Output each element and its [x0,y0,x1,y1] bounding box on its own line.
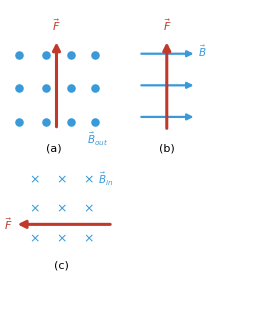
Text: ×: × [30,173,40,187]
Text: $\vec{B}_{in}$: $\vec{B}_{in}$ [98,171,114,188]
Text: (c): (c) [54,261,69,271]
Text: ×: × [56,232,67,245]
Text: $\vec{B}$: $\vec{B}$ [198,44,206,59]
Text: ×: × [30,202,40,215]
Text: ×: × [83,202,94,215]
Text: ×: × [83,232,94,245]
Text: $\vec{B}_{out}$: $\vec{B}_{out}$ [87,131,109,149]
Text: (b): (b) [159,144,175,154]
Text: $\vec{F}$: $\vec{F}$ [162,17,171,33]
Text: ×: × [83,173,94,187]
Text: $\vec{F}$: $\vec{F}$ [52,17,61,33]
Text: ×: × [30,232,40,245]
Text: ×: × [56,202,67,215]
Text: (a): (a) [46,144,62,154]
Text: $\vec{F}$: $\vec{F}$ [3,216,12,232]
Text: ×: × [56,173,67,187]
